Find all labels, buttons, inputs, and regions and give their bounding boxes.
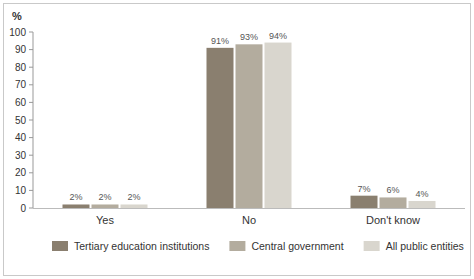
y-tick-label: 10 bbox=[15, 185, 27, 196]
bar bbox=[380, 197, 407, 208]
y-tick-label: 70 bbox=[15, 79, 27, 90]
y-tick bbox=[29, 155, 33, 156]
data-label: 2% bbox=[98, 192, 111, 202]
y-tick bbox=[29, 137, 33, 138]
bar bbox=[92, 204, 119, 208]
chart: % 0 10 20 30 40 50 60 70 80 90 100 2% 2% 2% 91% 93% 94% 7%… bbox=[0, 0, 474, 279]
x-tick-label: No bbox=[242, 214, 256, 226]
bar bbox=[121, 204, 148, 208]
y-tick bbox=[29, 190, 33, 191]
data-labels: 2% 2% 2% 91% 93% 94% 7% 6% 4% bbox=[69, 31, 428, 203]
x-tick-label: Yes bbox=[96, 214, 114, 226]
data-label: 94% bbox=[269, 31, 287, 41]
y-tick-label: 60 bbox=[15, 97, 27, 108]
y-tick bbox=[29, 172, 33, 173]
bar bbox=[409, 201, 436, 208]
data-label: 91% bbox=[211, 36, 229, 46]
y-tick-label: 30 bbox=[15, 150, 27, 161]
legend: Tertiary education institutions Central g… bbox=[52, 240, 464, 252]
legend-swatch bbox=[229, 241, 245, 251]
y-tick bbox=[29, 49, 33, 50]
x-tick-label: Don't know bbox=[366, 214, 420, 226]
legend-label: All public entities bbox=[386, 240, 464, 252]
bar bbox=[207, 48, 234, 208]
bar bbox=[265, 43, 292, 208]
y-tick-label: 80 bbox=[15, 62, 27, 73]
y-tick-label: 100 bbox=[9, 27, 26, 38]
x-axis bbox=[33, 208, 465, 209]
y-tick-label: 50 bbox=[15, 115, 27, 126]
legend-swatch bbox=[52, 241, 68, 251]
y-tick bbox=[29, 67, 33, 68]
bar bbox=[351, 196, 378, 208]
bar bbox=[236, 44, 263, 208]
bar bbox=[63, 204, 90, 208]
data-label: 93% bbox=[240, 32, 258, 42]
y-tick-label: 20 bbox=[15, 167, 27, 178]
data-label: 6% bbox=[386, 185, 399, 195]
y-tick-label: 0 bbox=[20, 203, 26, 214]
y-tick bbox=[29, 102, 33, 103]
legend-swatch bbox=[364, 241, 380, 251]
bars bbox=[63, 43, 436, 208]
y-tick bbox=[29, 120, 33, 121]
data-label: 2% bbox=[127, 192, 140, 202]
y-tick bbox=[29, 84, 33, 85]
y-axis-label: % bbox=[12, 10, 22, 22]
frame bbox=[4, 4, 471, 276]
y-tick bbox=[29, 32, 33, 33]
data-label: 4% bbox=[415, 189, 428, 199]
y-tick-label: 40 bbox=[15, 132, 27, 143]
y-tick-label: 90 bbox=[15, 44, 27, 55]
y-tick bbox=[29, 208, 33, 209]
data-label: 7% bbox=[357, 184, 370, 194]
legend-label: Tertiary education institutions bbox=[74, 240, 209, 252]
data-label: 2% bbox=[69, 192, 82, 202]
legend-label: Central government bbox=[251, 240, 343, 252]
